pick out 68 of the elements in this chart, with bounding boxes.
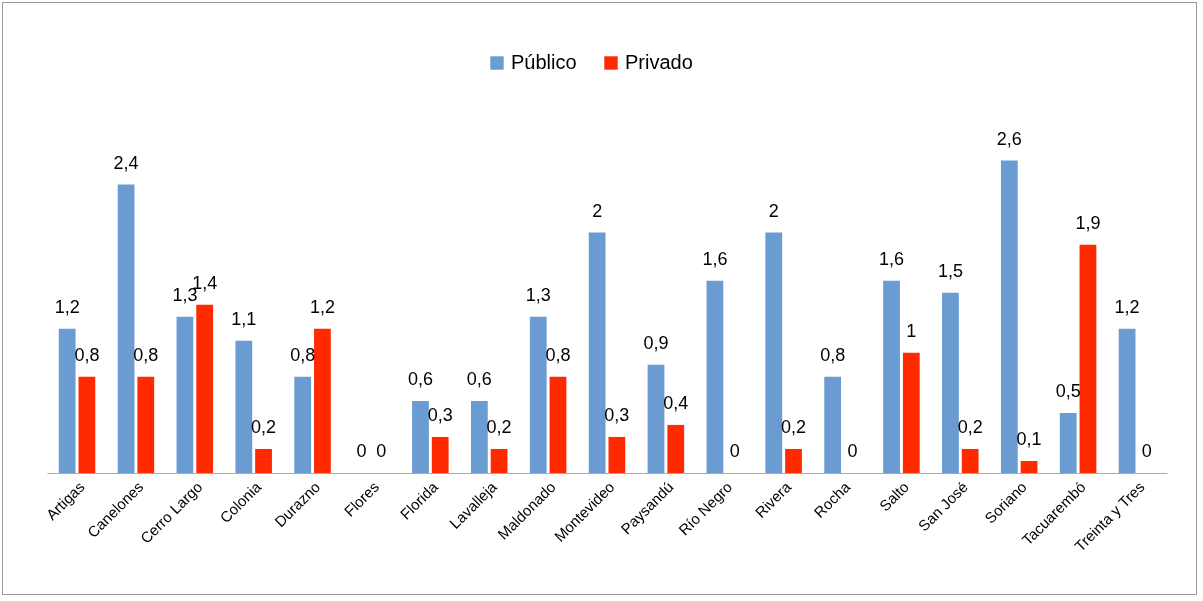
bar — [412, 400, 429, 473]
bar — [78, 376, 96, 473]
bar — [196, 304, 214, 473]
bar — [883, 280, 900, 473]
bar — [961, 448, 979, 473]
bar — [667, 424, 685, 473]
bar — [529, 316, 547, 473]
data-label: 1,1 — [231, 308, 257, 329]
bar — [431, 436, 449, 473]
legend-label: Público — [511, 51, 577, 73]
bar — [137, 376, 155, 473]
bar — [58, 328, 76, 473]
bar — [647, 364, 665, 473]
data-label: 0,2 — [486, 416, 512, 437]
data-label: 1,5 — [937, 260, 963, 281]
bar — [706, 280, 724, 473]
bar — [1020, 460, 1038, 473]
bar — [235, 340, 253, 473]
bar — [549, 376, 567, 473]
data-label: 1,3 — [525, 284, 551, 305]
data-label: 0 — [1141, 441, 1152, 461]
bar — [314, 328, 331, 473]
data-label: 0 — [376, 441, 387, 461]
bar — [470, 400, 488, 473]
bar — [490, 448, 508, 473]
data-label: 0,8 — [820, 344, 846, 365]
data-label: 0 — [356, 441, 367, 461]
bar — [785, 448, 802, 473]
data-label: 0,8 — [133, 344, 159, 365]
data-label: 0,8 — [545, 344, 571, 365]
data-label: 2 — [768, 200, 779, 221]
bar — [1079, 244, 1097, 473]
data-label: 0 — [729, 441, 740, 461]
data-label: 1,2 — [1114, 296, 1140, 317]
bar — [1118, 328, 1136, 473]
data-label: 0,9 — [643, 332, 669, 353]
data-label: 2 — [592, 200, 603, 221]
data-label: 1,9 — [1075, 212, 1101, 233]
data-label: 1,2 — [54, 296, 80, 317]
bar — [255, 448, 272, 473]
bar — [588, 232, 606, 473]
data-label: 0,4 — [663, 392, 689, 413]
legend-label: Privado — [625, 51, 693, 73]
data-label: 0,1 — [1016, 428, 1042, 449]
bar — [902, 352, 920, 473]
bar — [117, 184, 135, 473]
data-label: 0,8 — [74, 344, 100, 365]
data-label: 0,5 — [1055, 380, 1081, 401]
data-label: 1,2 — [309, 296, 335, 317]
bar — [1059, 412, 1077, 473]
data-label: 0,2 — [957, 416, 983, 437]
data-label: 1,6 — [702, 248, 728, 269]
data-label: 0,6 — [407, 368, 433, 389]
bar — [765, 232, 783, 473]
data-label: 2,6 — [996, 128, 1022, 149]
bar — [176, 316, 194, 473]
data-label: 0 — [847, 441, 858, 461]
bar — [1000, 160, 1018, 473]
data-label: 2,4 — [113, 152, 139, 173]
bar — [942, 292, 959, 473]
bar — [294, 376, 312, 473]
bar — [608, 436, 626, 473]
data-label: 0,3 — [604, 404, 630, 425]
data-label: 0,3 — [427, 404, 453, 425]
bar — [824, 376, 842, 473]
data-label: 1 — [906, 320, 917, 341]
data-label: 0,6 — [466, 368, 492, 389]
data-label: 1,6 — [879, 248, 905, 269]
